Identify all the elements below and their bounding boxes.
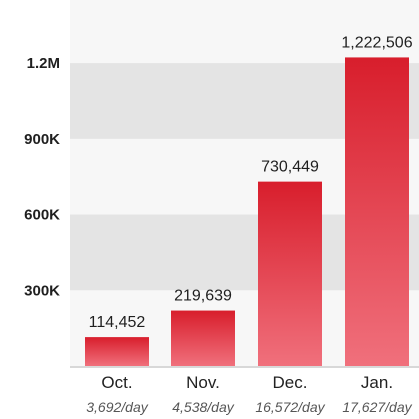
bar	[258, 181, 322, 366]
bar-value-label: 114,452	[89, 314, 146, 331]
y-tick-label: 1.2M	[27, 55, 60, 72]
bar	[171, 310, 235, 366]
bar-value-label: 219,639	[174, 288, 232, 305]
bar-value-label: 1,222,506	[341, 34, 412, 51]
y-tick-label: 300K	[24, 282, 60, 299]
bar	[85, 337, 149, 366]
bar-value-label: 730,449	[261, 159, 319, 176]
x-sublabel: 3,692/day	[86, 399, 148, 415]
x-sublabel: 17,627/day	[342, 399, 412, 415]
x-tick-label: Jan.	[361, 373, 393, 392]
x-tick-label: Oct.	[101, 373, 132, 392]
bar	[345, 57, 409, 367]
x-tick-label: Dec.	[273, 373, 308, 392]
x-sublabel: 16,572/day	[255, 399, 325, 415]
x-sublabel: 4,538/day	[172, 399, 234, 415]
x-tick-label: Nov.	[186, 373, 220, 392]
y-tick-label: 900K	[24, 131, 60, 148]
y-tick-label: 600K	[24, 207, 60, 224]
